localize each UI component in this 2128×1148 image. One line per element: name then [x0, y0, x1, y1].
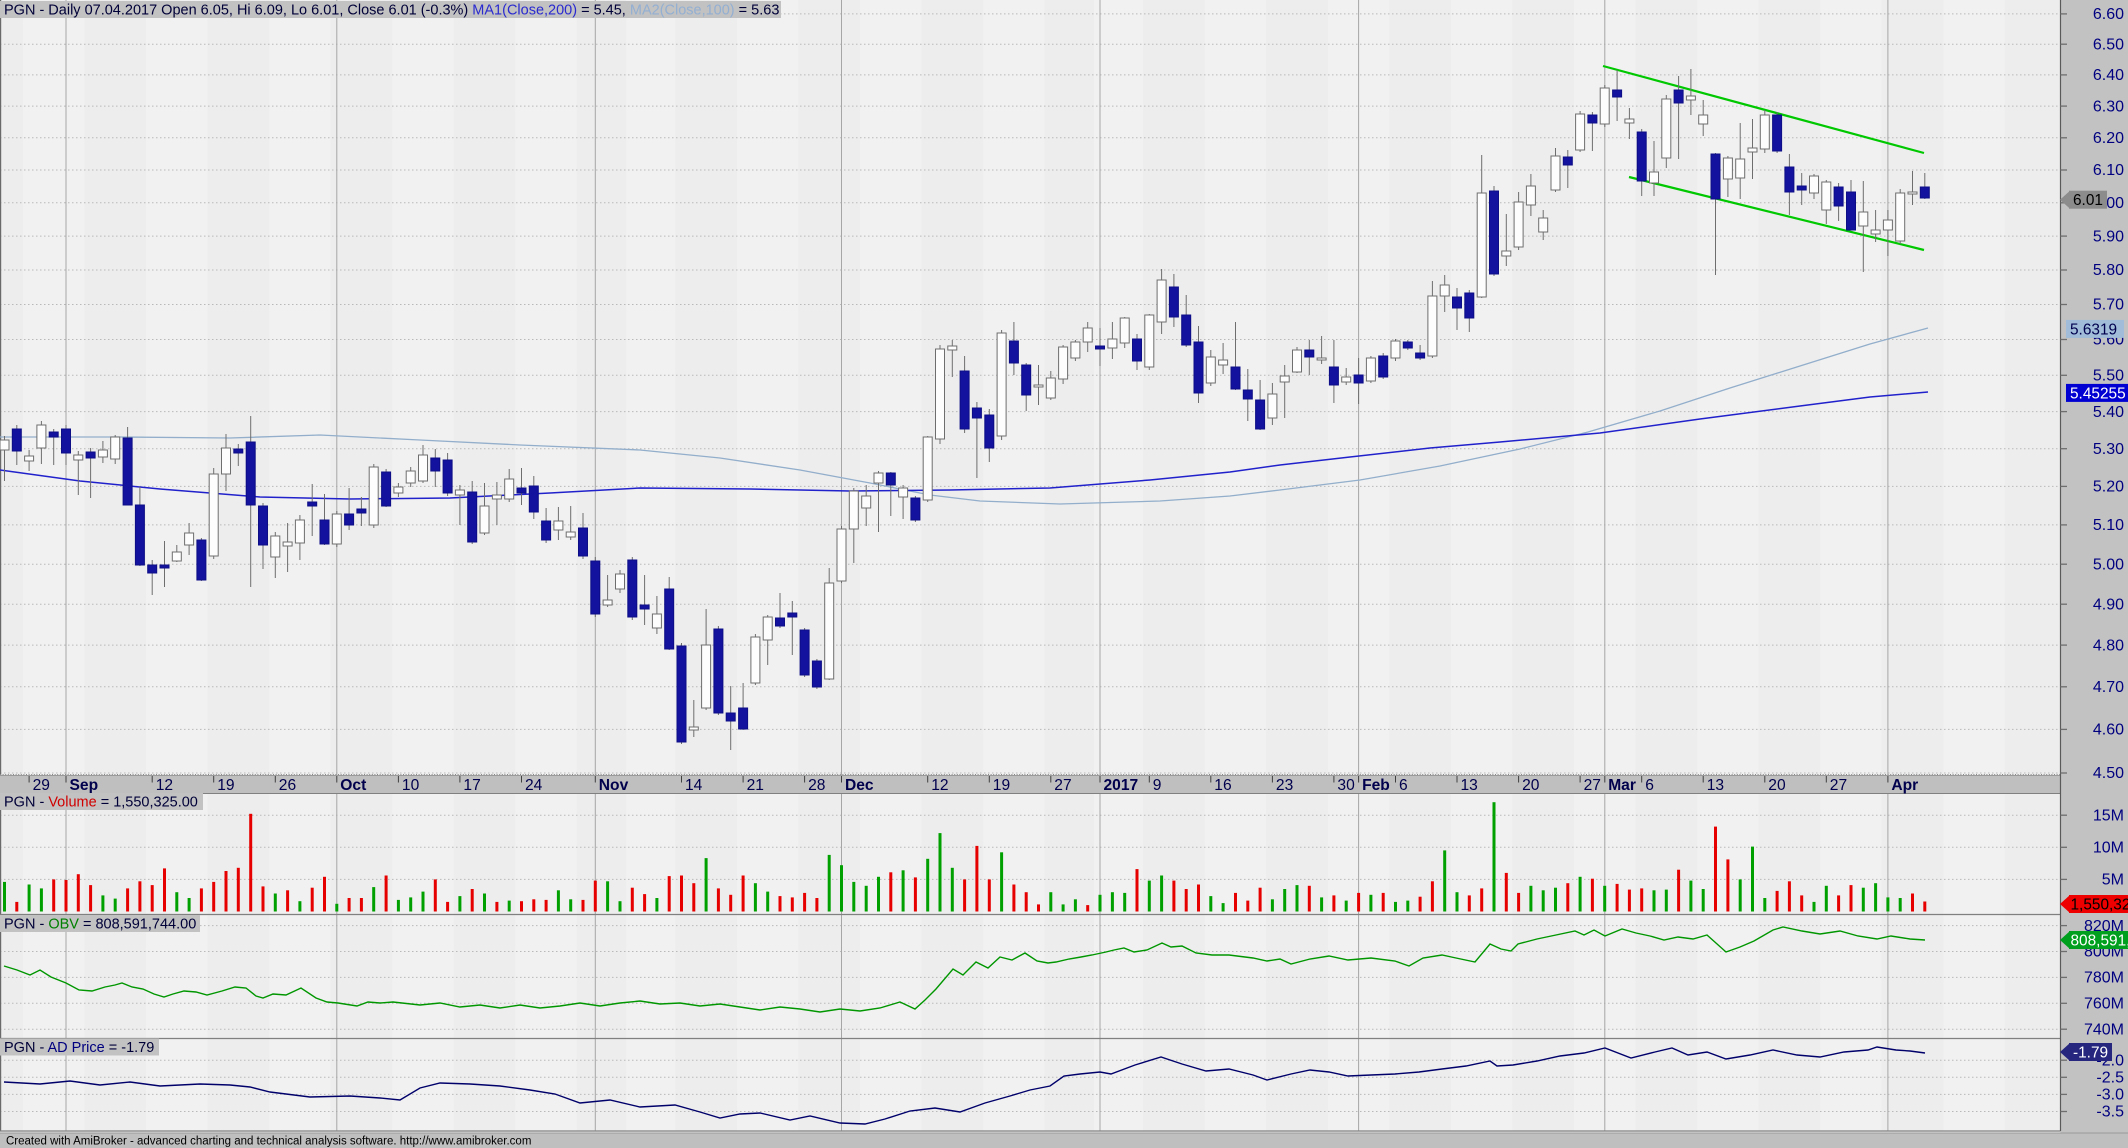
svg-text:5.90: 5.90 [2093, 228, 2124, 245]
svg-text:4.90: 4.90 [2093, 596, 2124, 613]
svg-text:PGN - OBV = 808,591,744.00: PGN - OBV = 808,591,744.00 [4, 917, 196, 933]
svg-text:13: 13 [1707, 777, 1724, 794]
svg-text:Apr: Apr [1891, 777, 1918, 794]
svg-text:19: 19 [217, 777, 234, 794]
svg-text:14: 14 [685, 777, 703, 794]
svg-text:12: 12 [156, 777, 173, 794]
svg-text:Dec: Dec [845, 777, 874, 794]
svg-text:6.01: 6.01 [2073, 192, 2103, 209]
svg-text:29: 29 [33, 777, 50, 794]
svg-text:10: 10 [402, 777, 420, 794]
svg-text:5.50: 5.50 [2093, 368, 2124, 385]
svg-text:-2.5: -2.5 [2096, 1070, 2124, 1087]
svg-text:30: 30 [1337, 777, 1355, 794]
svg-text:5.30: 5.30 [2093, 441, 2124, 458]
svg-text:12: 12 [931, 777, 948, 794]
svg-text:780M: 780M [2084, 970, 2124, 987]
svg-text:808,591,74: 808,591,74 [2071, 932, 2128, 949]
svg-text:6: 6 [1645, 777, 1654, 794]
svg-text:PGN - Volume = 1,550,325.00: PGN - Volume = 1,550,325.00 [4, 795, 198, 811]
svg-text:5.45255: 5.45255 [2070, 385, 2126, 402]
svg-text:-1.79: -1.79 [2073, 1044, 2108, 1061]
svg-text:6.50: 6.50 [2093, 36, 2124, 53]
svg-text:5.20: 5.20 [2093, 479, 2124, 496]
svg-text:Mar: Mar [1608, 777, 1636, 794]
svg-text:24: 24 [525, 777, 543, 794]
svg-text:6.30: 6.30 [2093, 98, 2124, 115]
svg-text:4.70: 4.70 [2093, 679, 2124, 696]
svg-text:15M: 15M [2093, 807, 2124, 824]
svg-text:27: 27 [1830, 777, 1847, 794]
svg-text:6: 6 [1399, 777, 1408, 794]
svg-text:5.10: 5.10 [2093, 517, 2124, 534]
svg-text:27: 27 [1054, 777, 1071, 794]
svg-text:Oct: Oct [340, 777, 366, 794]
svg-text:760M: 760M [2084, 996, 2124, 1013]
svg-text:-3.0: -3.0 [2096, 1087, 2124, 1104]
svg-text:4.60: 4.60 [2093, 722, 2124, 739]
svg-text:4.50: 4.50 [2093, 765, 2124, 782]
svg-text:23: 23 [1276, 777, 1293, 794]
svg-text:1,550,325: 1,550,325 [2071, 896, 2128, 913]
svg-text:6.20: 6.20 [2093, 130, 2124, 147]
svg-text:28: 28 [808, 777, 825, 794]
svg-text:20: 20 [1768, 777, 1786, 794]
svg-text:-3.5: -3.5 [2096, 1104, 2124, 1121]
svg-text:9: 9 [1153, 777, 1162, 794]
svg-text:19: 19 [993, 777, 1010, 794]
svg-text:6.40: 6.40 [2093, 67, 2124, 84]
svg-text:27: 27 [1584, 777, 1601, 794]
svg-text:17: 17 [463, 777, 480, 794]
svg-text:5.70: 5.70 [2093, 297, 2124, 314]
svg-text:2017: 2017 [1104, 777, 1139, 794]
svg-text:5.00: 5.00 [2093, 556, 2124, 573]
svg-text:13: 13 [1461, 777, 1478, 794]
svg-text:Feb: Feb [1362, 777, 1390, 794]
svg-text:4.80: 4.80 [2093, 637, 2124, 654]
svg-text:820M: 820M [2084, 918, 2124, 935]
svg-text:10M: 10M [2093, 840, 2124, 857]
svg-text:5.80: 5.80 [2093, 262, 2124, 279]
svg-text:Nov: Nov [599, 777, 629, 794]
svg-text:Created with AmiBroker - advan: Created with AmiBroker - advanced charti… [6, 1136, 531, 1148]
svg-text:6.60: 6.60 [2093, 6, 2124, 23]
svg-text:PGN - AD Price = -1.79: PGN - AD Price = -1.79 [4, 1040, 154, 1056]
svg-text:5.40: 5.40 [2093, 404, 2124, 421]
svg-text:5M: 5M [2102, 872, 2124, 889]
svg-text:20: 20 [1522, 777, 1540, 794]
svg-text:6.10: 6.10 [2093, 162, 2124, 179]
svg-text:740M: 740M [2084, 1021, 2124, 1038]
svg-text:26: 26 [279, 777, 296, 794]
svg-text:Sep: Sep [70, 777, 99, 794]
svg-text:16: 16 [1214, 777, 1231, 794]
svg-text:21: 21 [747, 777, 764, 794]
svg-text:5.6319: 5.6319 [2070, 321, 2117, 338]
svg-text:PGN - Daily 07.04.2017 Open 6.: PGN - Daily 07.04.2017 Open 6.05, Hi 6.0… [4, 3, 779, 19]
